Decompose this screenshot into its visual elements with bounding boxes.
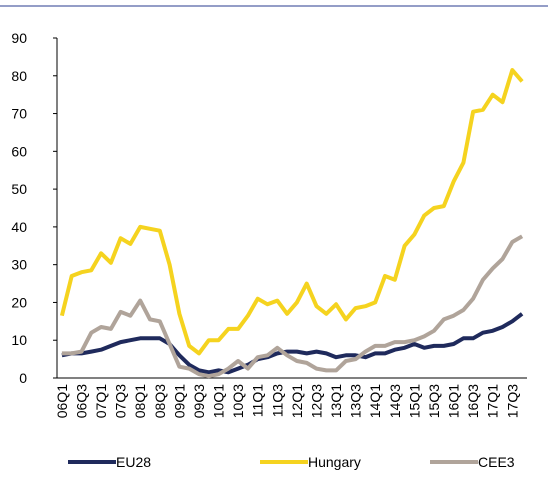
y-tick-label: 30 — [11, 257, 27, 273]
y-tick-label: 50 — [11, 181, 27, 197]
x-tick-label: 12Q1 — [289, 384, 305, 418]
x-tick-label: 15Q1 — [406, 384, 422, 418]
x-tick-label: 16Q3 — [465, 384, 481, 418]
y-tick-label: 0 — [19, 370, 27, 386]
x-tick-label: 12Q3 — [308, 384, 324, 418]
x-tick-label: 09Q3 — [191, 384, 207, 418]
x-tick-label: 14Q1 — [367, 384, 383, 418]
x-tick-label: 10Q1 — [211, 384, 227, 418]
x-tick-label: 13Q1 — [328, 384, 344, 418]
x-tick-label: 10Q3 — [230, 384, 246, 418]
x-tick-label: 11Q3 — [269, 384, 285, 417]
x-tick-label: 13Q3 — [348, 384, 364, 418]
x-tick-label: 06Q1 — [54, 384, 70, 418]
x-tick-label: 09Q1 — [171, 384, 187, 418]
y-tick-label: 70 — [11, 106, 27, 122]
x-tick-label: 16Q1 — [446, 384, 462, 418]
y-tick-label: 20 — [11, 294, 27, 310]
x-tick-label: 08Q3 — [152, 384, 168, 418]
x-tick-label: 06Q3 — [73, 384, 89, 418]
legend-label: Hungary — [308, 454, 361, 470]
legend-label: EU28 — [116, 454, 151, 470]
x-tick-label: 08Q1 — [132, 384, 148, 418]
y-tick-label: 80 — [11, 68, 27, 84]
series-line — [59, 68, 524, 356]
x-tick-label: 15Q3 — [426, 384, 442, 418]
y-tick-label: 10 — [11, 332, 27, 348]
x-tick-label: 17Q3 — [504, 384, 520, 418]
series-line — [61, 312, 524, 375]
x-tick-label: 07Q3 — [113, 384, 129, 418]
x-tick-label: 14Q3 — [387, 384, 403, 418]
series-line — [61, 234, 524, 379]
x-tick-label: 11Q1 — [250, 384, 266, 417]
x-tick-label: 07Q1 — [93, 384, 109, 418]
y-tick-label: 90 — [11, 30, 27, 46]
x-tick-label: 17Q1 — [485, 384, 501, 418]
y-tick-label: 60 — [11, 143, 27, 159]
legend-label: CEE3 — [478, 454, 515, 470]
y-tick-label: 40 — [11, 219, 27, 235]
